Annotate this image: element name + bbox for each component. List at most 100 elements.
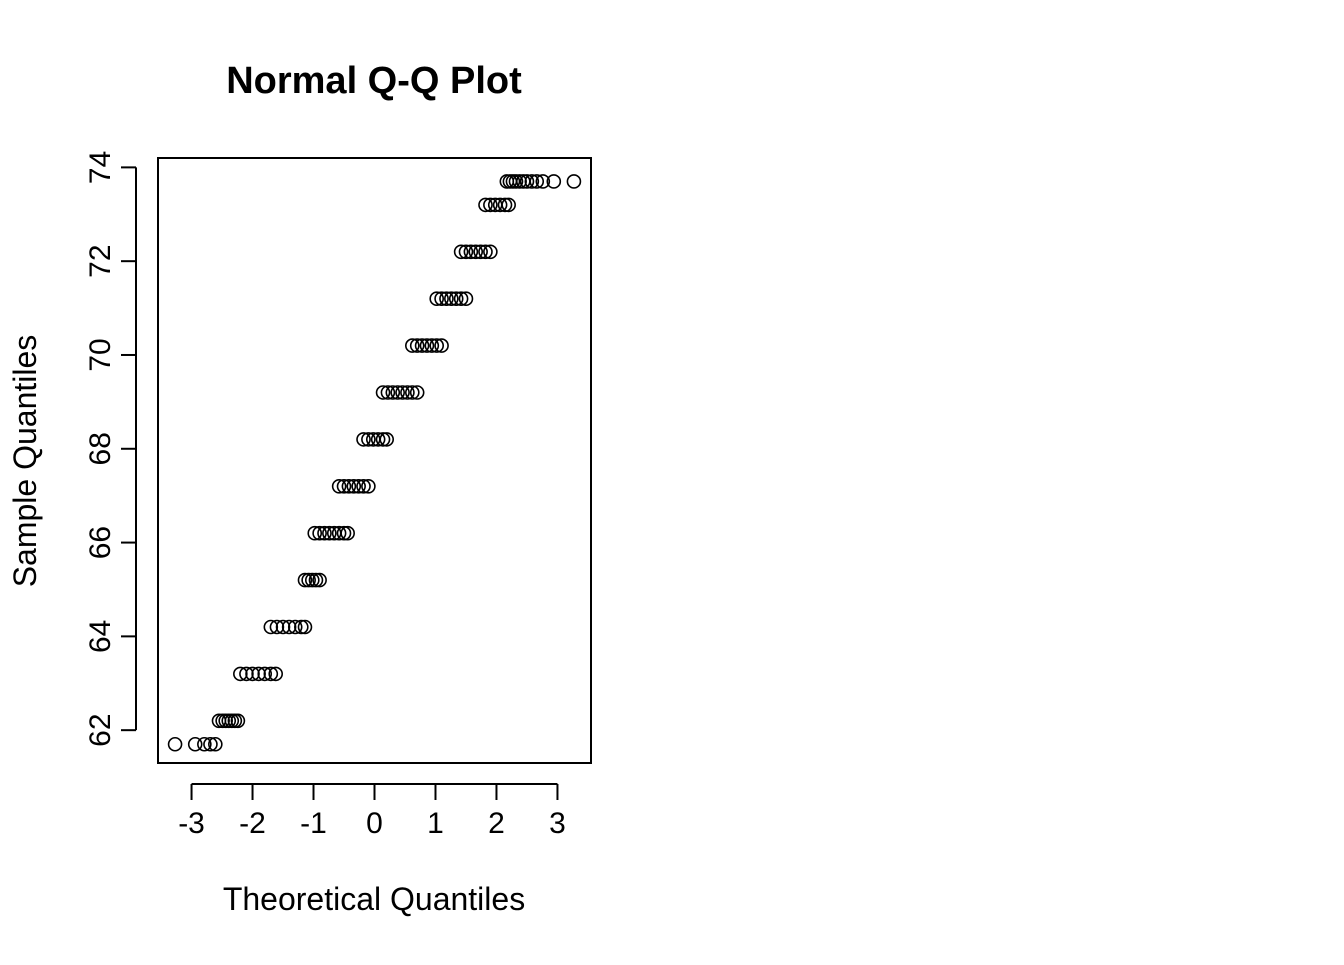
- data-point: [281, 619, 297, 635]
- data-point: [312, 572, 327, 588]
- data-point: [448, 291, 464, 306]
- data-point: [424, 338, 440, 353]
- data-point: [463, 244, 479, 260]
- data-point: [356, 432, 371, 447]
- data-points: [167, 174, 582, 752]
- data-point: [317, 525, 332, 541]
- y-axis-title: Sample Quantiles: [7, 335, 43, 588]
- data-point: [458, 291, 474, 306]
- x-axis: -3 -2 -1 0 1 2 3: [178, 783, 566, 840]
- y-tick-label: 68: [84, 432, 117, 465]
- data-point: [230, 713, 246, 729]
- data-point: [331, 478, 347, 494]
- data-point: [379, 432, 394, 447]
- data-point: [301, 572, 316, 588]
- data-point: [434, 291, 449, 306]
- x-tick-label: -3: [178, 807, 205, 840]
- data-point: [395, 385, 410, 400]
- x-tick-label: 2: [488, 807, 505, 840]
- data-point: [322, 525, 337, 541]
- data-point: [546, 174, 562, 189]
- x-tick-label: 3: [549, 807, 566, 840]
- data-point: [287, 619, 303, 635]
- data-point: [483, 244, 498, 260]
- data-point: [429, 338, 445, 353]
- data-point: [390, 385, 405, 400]
- data-point: [519, 174, 535, 189]
- data-point: [251, 666, 266, 682]
- data-point: [501, 197, 516, 213]
- data-point: [239, 666, 254, 682]
- x-tick-label: 1: [427, 807, 444, 840]
- data-point: [468, 244, 484, 260]
- data-point: [308, 572, 324, 588]
- data-point: [263, 666, 279, 682]
- data-point: [233, 666, 248, 682]
- data-point: [453, 244, 469, 260]
- data-point: [361, 478, 376, 494]
- data-point: [297, 572, 313, 588]
- data-point: [275, 619, 291, 635]
- data-point: [508, 174, 524, 189]
- data-point: [444, 291, 459, 306]
- data-point: [197, 736, 212, 752]
- data-point: [483, 197, 498, 213]
- data-point: [385, 385, 401, 400]
- data-point: [524, 174, 540, 189]
- data-point: [312, 525, 327, 541]
- y-tick-label: 74: [84, 151, 117, 184]
- data-point: [400, 385, 415, 400]
- data-point: [307, 525, 323, 541]
- data-point: [263, 619, 279, 635]
- data-point: [294, 619, 309, 635]
- y-axis: 62 64 66 68 70 72 74: [84, 151, 137, 747]
- data-point: [370, 432, 386, 447]
- data-point: [187, 736, 203, 752]
- data-point: [453, 291, 469, 306]
- data-point: [257, 666, 273, 682]
- data-point: [419, 338, 435, 353]
- data-point: [473, 244, 488, 260]
- x-tick-label: 0: [366, 807, 383, 840]
- data-point: [566, 174, 582, 189]
- data-point: [351, 478, 366, 494]
- data-point: [478, 197, 493, 213]
- x-axis-title: Theoretical Quantiles: [223, 881, 525, 917]
- y-tick-label: 64: [84, 620, 117, 653]
- data-point: [245, 666, 260, 682]
- data-point: [203, 736, 218, 752]
- data-point: [434, 338, 449, 353]
- data-point: [405, 385, 420, 400]
- data-point: [356, 478, 371, 494]
- data-point: [409, 338, 425, 353]
- data-point: [336, 525, 352, 541]
- chart-title: Normal Q-Q Plot: [226, 60, 522, 102]
- data-point: [414, 338, 430, 353]
- data-point: [268, 666, 284, 682]
- data-point: [304, 572, 320, 588]
- data-point: [492, 197, 508, 213]
- data-point: [429, 291, 445, 306]
- data-point: [375, 385, 391, 400]
- data-point: [512, 174, 527, 189]
- data-point: [478, 244, 493, 260]
- data-point: [297, 619, 313, 635]
- data-point: [458, 244, 474, 260]
- x-tick-label: -2: [239, 807, 266, 840]
- data-point: [361, 432, 376, 447]
- x-tick-label: -1: [300, 807, 327, 840]
- data-point: [439, 291, 454, 306]
- data-point: [331, 525, 347, 541]
- data-point: [346, 478, 362, 494]
- data-point: [529, 174, 545, 189]
- data-point: [336, 478, 352, 494]
- data-point: [409, 385, 425, 400]
- data-point: [341, 478, 357, 494]
- y-tick-label: 72: [84, 244, 117, 277]
- y-tick-label: 66: [84, 526, 117, 559]
- data-point: [340, 525, 355, 541]
- plot-frame: [157, 157, 592, 764]
- data-point: [405, 338, 420, 353]
